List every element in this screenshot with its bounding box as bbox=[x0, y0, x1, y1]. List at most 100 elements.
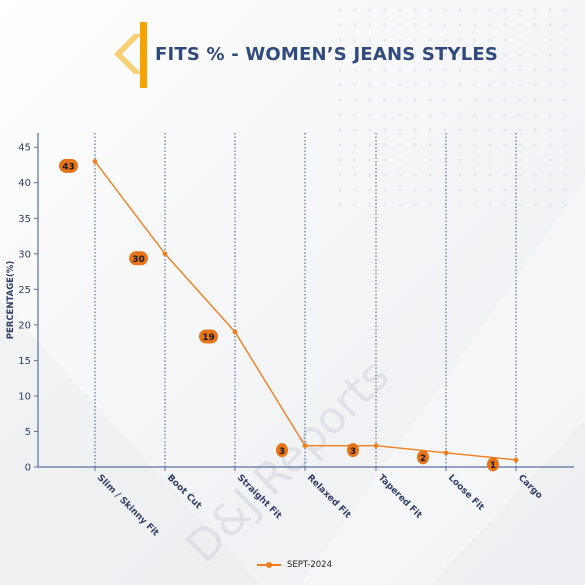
bg-dot bbox=[428, 83, 432, 87]
bg-dot bbox=[353, 158, 357, 162]
bg-dot bbox=[503, 113, 507, 117]
bg-dot bbox=[338, 173, 342, 177]
bg-dot bbox=[473, 8, 477, 12]
y-tick-label: 40 bbox=[18, 178, 31, 189]
bg-dot bbox=[458, 173, 462, 177]
bg-dot bbox=[443, 23, 447, 27]
y-tick-label: 20 bbox=[18, 320, 31, 331]
x-tick-label: Loose Fit bbox=[446, 473, 486, 513]
bg-dot bbox=[473, 143, 477, 147]
bg-dot bbox=[533, 188, 537, 192]
bg-dot bbox=[443, 68, 447, 72]
bg-dot bbox=[338, 38, 342, 42]
bg-dot bbox=[368, 143, 372, 147]
data-label: 2 bbox=[420, 454, 426, 464]
bg-dot bbox=[413, 188, 417, 192]
bg-dot bbox=[548, 83, 552, 87]
bg-dot bbox=[503, 203, 507, 207]
bg-dot bbox=[353, 38, 357, 42]
data-point bbox=[92, 159, 98, 164]
bg-dot bbox=[353, 53, 357, 57]
x-tick-label: Slim / Skinny Fit bbox=[95, 473, 161, 539]
bg-dot bbox=[458, 98, 462, 102]
bg-dot bbox=[518, 188, 522, 192]
bg-dot bbox=[368, 23, 372, 27]
bg-dot bbox=[563, 158, 567, 162]
bg-dot bbox=[458, 128, 462, 132]
bg-dot bbox=[518, 158, 522, 162]
bg-dot bbox=[473, 68, 477, 72]
bg-dot bbox=[473, 173, 477, 177]
bg-dot bbox=[548, 128, 552, 132]
bg-dot bbox=[368, 173, 372, 177]
bg-dot bbox=[368, 8, 372, 12]
bg-dot bbox=[443, 38, 447, 42]
bg-dot bbox=[518, 38, 522, 42]
bg-dot bbox=[503, 143, 507, 147]
bg-dot bbox=[548, 8, 552, 12]
bg-dot bbox=[353, 203, 357, 207]
bg-dot bbox=[413, 128, 417, 132]
bg-dot bbox=[533, 143, 537, 147]
bg-dot bbox=[428, 143, 432, 147]
bg-dot bbox=[338, 83, 342, 87]
bg-dot bbox=[488, 83, 492, 87]
bg-dot bbox=[473, 113, 477, 117]
bg-dot bbox=[563, 188, 567, 192]
bg-dot bbox=[443, 158, 447, 162]
bg-dot bbox=[398, 188, 402, 192]
data-label-badge bbox=[59, 158, 78, 173]
bg-dot bbox=[398, 68, 402, 72]
bg-dot bbox=[563, 68, 567, 72]
bg-dot bbox=[398, 8, 402, 12]
bg-dot bbox=[383, 173, 387, 177]
bg-dot bbox=[428, 53, 432, 57]
bg-dot bbox=[518, 203, 522, 207]
bg-dot bbox=[398, 203, 402, 207]
data-label-badge bbox=[487, 457, 499, 472]
bg-dot bbox=[398, 113, 402, 117]
bg-dot bbox=[473, 53, 477, 57]
bg-dot bbox=[503, 173, 507, 177]
data-label: 1 bbox=[490, 461, 496, 471]
bg-dot bbox=[548, 113, 552, 117]
bg-dot bbox=[338, 98, 342, 102]
bg-dot bbox=[368, 113, 372, 117]
bg-dot bbox=[458, 68, 462, 72]
bg-dot bbox=[458, 8, 462, 12]
bg-dot bbox=[488, 203, 492, 207]
data-label: 3 bbox=[350, 447, 356, 457]
bg-dot bbox=[413, 203, 417, 207]
bg-dot bbox=[443, 8, 447, 12]
bg-dot bbox=[398, 53, 402, 57]
bg-dot bbox=[368, 68, 372, 72]
bg-dot bbox=[458, 53, 462, 57]
bg-dot bbox=[563, 98, 567, 102]
bg-dot bbox=[398, 143, 402, 147]
bg-dot bbox=[353, 83, 357, 87]
data-label-badge bbox=[417, 450, 429, 465]
bg-dot bbox=[428, 38, 432, 42]
bg-dot bbox=[548, 23, 552, 27]
bg-dot bbox=[458, 113, 462, 117]
bg-dot bbox=[503, 98, 507, 102]
bg-dot bbox=[368, 128, 372, 132]
bg-dot bbox=[428, 113, 432, 117]
bg-dot bbox=[383, 203, 387, 207]
bg-dot bbox=[488, 53, 492, 57]
bg-dot bbox=[563, 8, 567, 12]
data-label: 19 bbox=[202, 333, 215, 343]
y-tick-label: 15 bbox=[18, 356, 31, 367]
bg-dot bbox=[488, 158, 492, 162]
bg-dot bbox=[458, 158, 462, 162]
bg-dot bbox=[428, 23, 432, 27]
bg-dot bbox=[503, 68, 507, 72]
bg-dot bbox=[338, 158, 342, 162]
bg-dot bbox=[413, 23, 417, 27]
bg-dot bbox=[368, 158, 372, 162]
bg-dot bbox=[383, 128, 387, 132]
bg-dot bbox=[488, 68, 492, 72]
bg-dot bbox=[563, 38, 567, 42]
bg-dot bbox=[518, 128, 522, 132]
bg-dot bbox=[413, 113, 417, 117]
